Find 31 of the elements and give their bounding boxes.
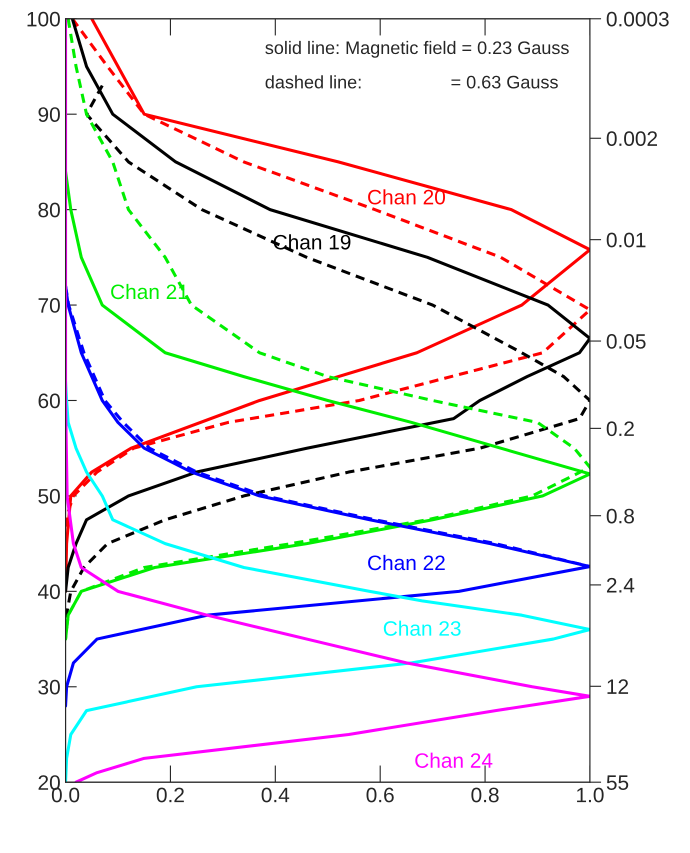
- annotation: dashed line:: [266, 75, 361, 89]
- y-tick-label: 100: [28, 12, 60, 27]
- y2-tick-label: 0.0003: [606, 12, 669, 27]
- y2-tick-label: 0.05: [606, 334, 646, 349]
- annotation: = 0.63 Gauss: [451, 76, 558, 89]
- y-tick-label: 90: [38, 107, 60, 122]
- series-label: Chan 24: [415, 752, 492, 768]
- series-label: Chan 23: [384, 620, 461, 636]
- y2-tick-label: 0.2: [606, 421, 634, 436]
- annotation: solid line: Magnetic field = 0.23 Gauss: [265, 40, 569, 58]
- y2-tick-label: 0.002: [606, 131, 658, 146]
- y-tick-label: 70: [38, 298, 60, 313]
- y-tick-label: 60: [38, 393, 60, 408]
- y2-tick-label: 55: [606, 775, 628, 790]
- x-tick-label: 0.8: [471, 788, 499, 802]
- x-tick-label: 0.6: [366, 788, 394, 802]
- y-tick-label: 30: [38, 680, 60, 695]
- x-tick-label: 1.0: [577, 788, 604, 802]
- y2-tick-label: 0.01: [606, 232, 646, 248]
- y2-tick-label: 0.8: [606, 508, 634, 524]
- y-tick-label: 20: [38, 775, 60, 790]
- y2-tick-label: 2.4: [606, 578, 634, 592]
- y2-tick-label: 12: [608, 679, 628, 694]
- series-label: Chan 22: [368, 554, 445, 570]
- y-tick-label: 50: [38, 488, 60, 504]
- x-tick-label: 0.0: [52, 788, 80, 802]
- y-tick-label: 40: [38, 584, 60, 600]
- series-label: Chan 19: [274, 234, 350, 250]
- x-tick-label: 0.2: [156, 788, 184, 802]
- x-tick-label: 0.4: [262, 788, 290, 802]
- y-tick-label: 80: [38, 202, 60, 218]
